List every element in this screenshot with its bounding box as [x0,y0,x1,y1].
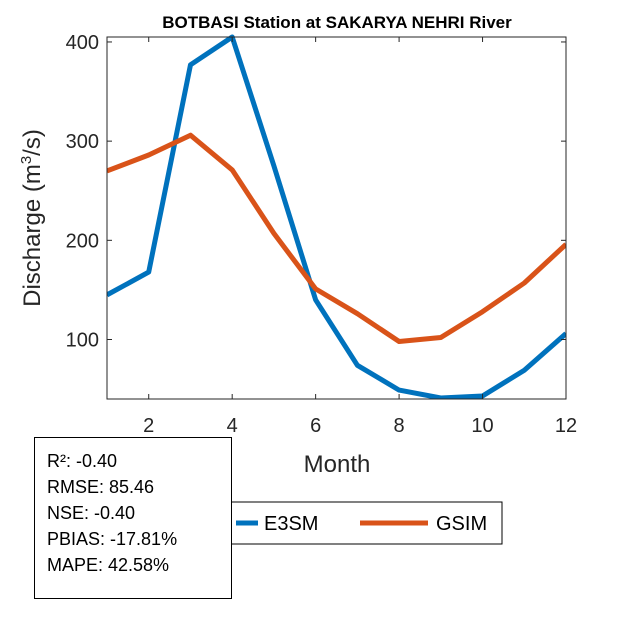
stat-r2: R²: -0.40 [47,451,118,471]
plot-frame [106,36,567,400]
series-line-e3sm [107,34,566,399]
x-tick-label: 6 [310,415,321,437]
stat-rmse: RMSE: 85.46 [47,477,155,497]
x-tick-label: 4 [227,415,238,437]
x-axis-label: Month [304,451,371,478]
stat-nse: NSE: -0.40 [47,503,136,523]
y-tick-label: 100 [66,329,99,351]
x-tick-label: 12 [555,415,577,437]
series-line-gsim [107,132,566,344]
x-tick-label: 2 [143,415,154,437]
stats-box: R²: -0.40 RMSE: 85.46 NSE: -0.40 PBIAS: … [34,437,232,599]
x-tick-label: 10 [471,415,493,437]
y-tick-label: 300 [66,131,99,153]
x-tick-label: 8 [394,415,405,437]
stat-pbias: PBIAS: -17.81% [47,529,178,549]
legend: E3SM GSIM [229,501,503,545]
axes: 2 4 6 8 10 12 100 200 300 400 [66,32,578,437]
y-tick-label: 400 [66,32,99,54]
legend-label-gsim: GSIM [436,513,487,535]
chart-title: BOTBASI Station at SAKARYA NEHRI River [162,13,512,32]
legend-label-e3sm: E3SM [264,513,318,535]
y-axis-label: Discharge (m3/s) [18,129,46,307]
stat-mape: MAPE: 42.58% [47,555,170,575]
series-layer [107,34,566,399]
y-tick-label: 200 [66,230,99,252]
